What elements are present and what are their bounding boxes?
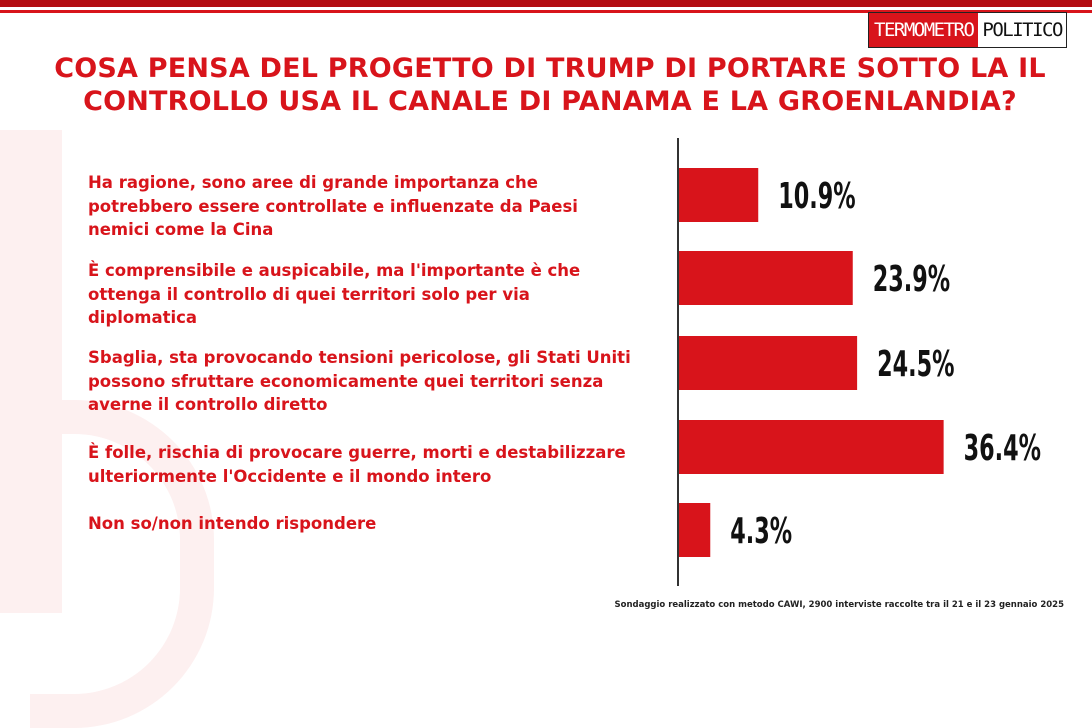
value-label-4: 36.4% [964, 428, 1041, 470]
logo-part1: TERMOMETRO [869, 13, 979, 47]
category-label-3: Sbaglia, sta provocando tensioni pericol… [88, 346, 678, 417]
bar-2 [679, 251, 853, 305]
category-label-line: ulteriormente l'Occidente e il mondo int… [88, 466, 492, 486]
title-line2: CONTROLLO USA IL CANALE DI PANAMA E LA G… [83, 86, 1017, 117]
bar-1 [679, 168, 759, 222]
category-label-4: È folle, rischia di provocare guerre, mo… [88, 441, 678, 488]
bar-chart: 10.9% 23.9% 24.5%36.4% 4.3% [679, 168, 1041, 557]
value-label-5: 4.3% [730, 511, 792, 553]
top-stripe-thin [0, 10, 1092, 13]
category-label-line: averne il controllo diretto [88, 395, 328, 414]
value-label-2: 23.9% [873, 259, 950, 301]
chart-title: COSA PENSA DEL PROGETTO DI TRUMP DI PORT… [20, 52, 1080, 118]
title-line1: COSA PENSA DEL PROGETTO DI TRUMP DI PORT… [54, 53, 1046, 84]
category-label-line: possono sfruttare economicamente quei te… [88, 371, 604, 391]
category-label-line: potrebbero essere controllate e influenz… [88, 196, 578, 216]
top-stripe [0, 0, 1092, 7]
category-label-line: Non so/non intendo rispondere [88, 514, 377, 533]
value-label-1: 10.9% [778, 176, 855, 218]
category-label-line: Ha ragione, sono aree di grande importan… [88, 173, 538, 192]
category-label-1: Ha ragione, sono aree di grande importan… [88, 171, 678, 242]
value-label-3: 24.5% [877, 344, 954, 386]
category-label-line: Sbaglia, sta provocando tensioni pericol… [88, 348, 631, 367]
footer-note: Sondaggio realizzato con metodo CAWI, 29… [614, 600, 1064, 610]
bar-4 [679, 420, 944, 474]
category-label-2: È comprensibile e auspicabile, ma l'impo… [88, 259, 678, 330]
category-label-line: È folle, rischia di provocare guerre, mo… [88, 443, 626, 462]
category-label-line: nemici come la Cina [88, 220, 274, 239]
brand-logo: TERMOMETRO POLITICO [868, 12, 1067, 48]
category-label-5: Non so/non intendo rispondere [88, 512, 678, 536]
category-label-line: diplomatica [88, 308, 198, 327]
bar-3 [679, 336, 858, 390]
category-axis [677, 138, 679, 586]
category-label-line: È comprensibile e auspicabile, ma l'impo… [88, 261, 581, 280]
bar-5 [679, 503, 711, 557]
category-label-line: ottenga il controllo di quei territori s… [88, 284, 530, 304]
logo-part2: POLITICO [978, 13, 1066, 47]
